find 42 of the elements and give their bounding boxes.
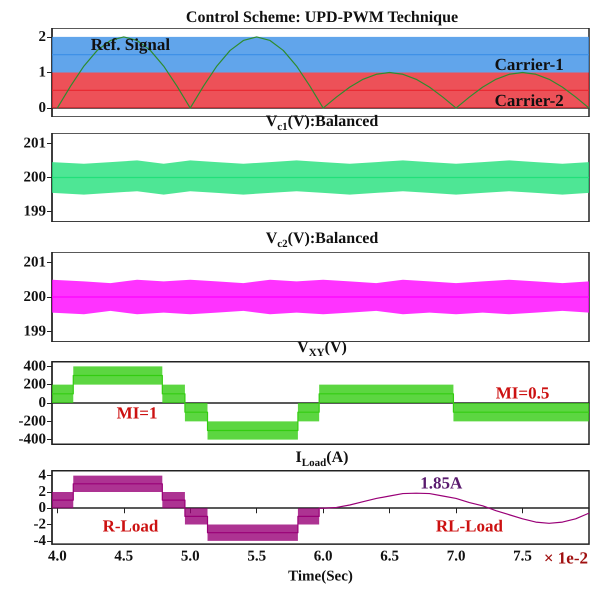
y-tick-label: 201 — [24, 254, 46, 270]
annotation: R-Load — [102, 516, 159, 536]
series-label: Carrier-1 — [494, 55, 564, 74]
y-tick-label: 199 — [24, 204, 46, 220]
annotation: MI=0.5 — [496, 383, 550, 402]
chart-title: Control Scheme: UPD-PWM Technique — [184, 9, 460, 27]
y-tick-label: 0 — [38, 500, 46, 516]
y-tick-label: 0 — [38, 395, 46, 411]
y-tick-label: 200 — [24, 289, 46, 305]
y-tick-label: 201 — [24, 135, 46, 152]
y-tick-label: 200 — [24, 376, 46, 393]
x-tick-label: 7.0 — [446, 548, 466, 565]
y-tick-label: -2 — [34, 516, 46, 533]
y-tick-label: 199 — [24, 324, 46, 340]
chart-title: V$_{c2}$(V):Balanced — [264, 230, 380, 252]
chart-title: V$_{c1}$(V):Balanced — [264, 113, 380, 136]
annotation: RL-Load — [436, 516, 504, 536]
x-tick-label: 7.5 — [513, 548, 532, 565]
x-tick-label: 5.0 — [180, 548, 200, 565]
text: × 1e-2 — [544, 548, 588, 568]
y-tick-label: -400 — [18, 432, 46, 448]
x-tick-label: 4.5 — [114, 548, 134, 565]
y-tick-label: 0 — [38, 100, 46, 116]
y-tick-label: -4 — [34, 532, 46, 549]
annotation: 1.85A — [420, 474, 463, 493]
x-tick-label: 6.0 — [314, 548, 333, 565]
chart-title: V$_{XY}$(V) — [296, 339, 348, 362]
y-tick-label: 2 — [38, 28, 46, 45]
x-axis-title: Time(Sec) — [288, 568, 353, 584]
series-label: Carrier-2 — [494, 90, 564, 110]
x-tick-label: 5.5 — [247, 548, 266, 565]
annotation: MI=1 — [116, 404, 158, 423]
y-tick-label: 1 — [38, 64, 46, 80]
y-tick-label: -200 — [18, 413, 46, 430]
y-tick-label: 4 — [38, 468, 46, 484]
y-tick-label: 200 — [24, 170, 46, 186]
x-tick-label: 6.5 — [380, 548, 399, 565]
y-tick-label: 2 — [38, 484, 46, 500]
y-tick-label: 400 — [24, 358, 46, 374]
x-tick-label: 4.0 — [48, 548, 67, 565]
chart-title: I$_{Load}$(A) — [294, 449, 350, 472]
line-series — [56, 36, 590, 109]
